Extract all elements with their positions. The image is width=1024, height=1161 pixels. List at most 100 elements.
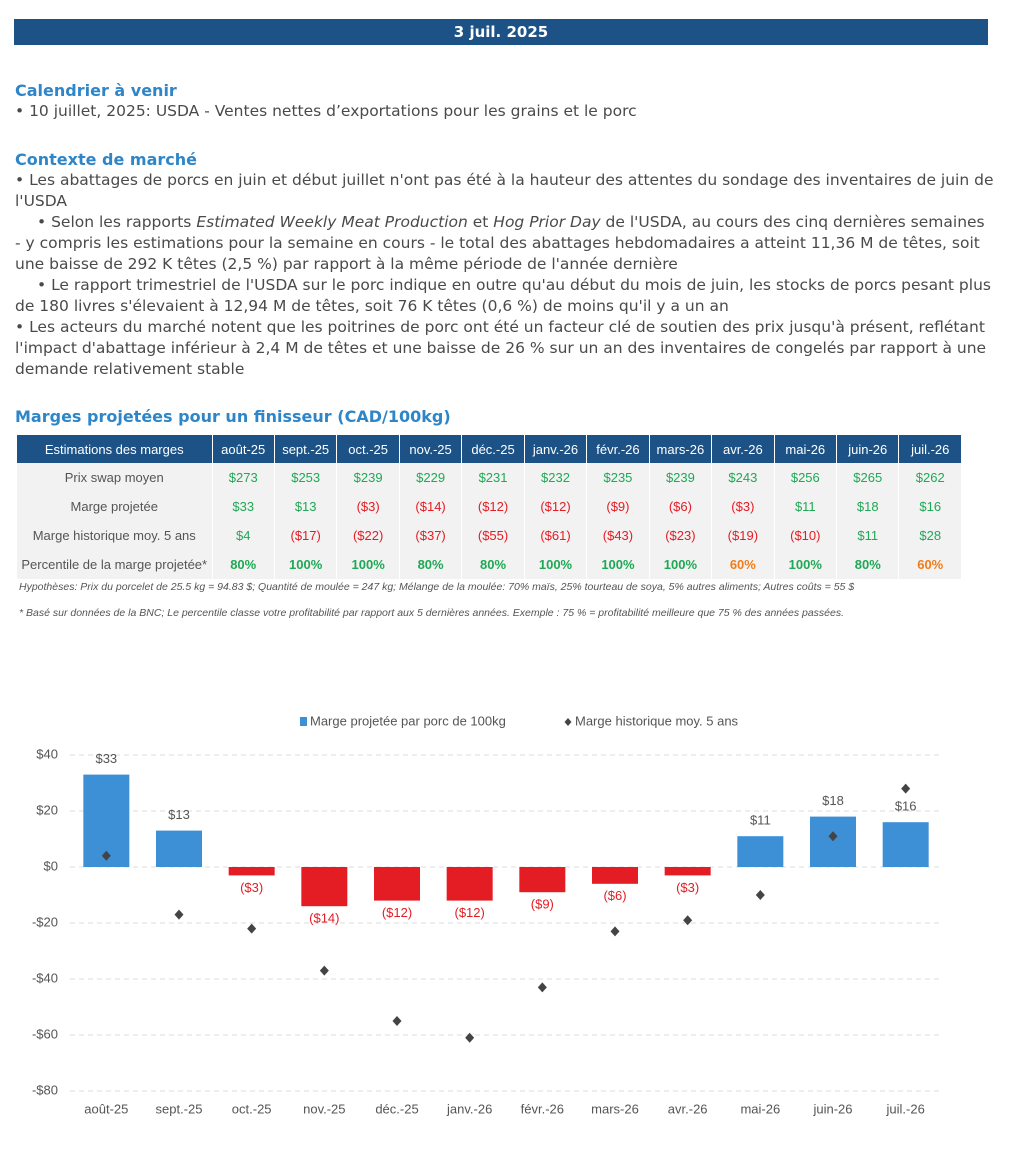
y-tick-label: -$20 — [32, 914, 58, 929]
date-banner: 3 juil. 2025 — [14, 19, 988, 45]
bar — [156, 830, 202, 867]
cell: 100% — [586, 550, 650, 579]
header-cell: déc.-25 — [461, 435, 525, 463]
calendar: Calendrier à venir • 10 juillet, 2025: U… — [15, 80, 995, 122]
x-tick-label: mars-26 — [591, 1101, 639, 1116]
chart: -$80 -$60 -$40 -$20 $0 $20 $40 août-25 sept.-25 o… — [32, 713, 942, 1116]
x-tick-label: déc.-25 — [375, 1101, 418, 1116]
x-tick-label: mai-26 — [740, 1101, 780, 1116]
cell: $229 — [399, 463, 463, 492]
section-title: Calendrier à venir — [15, 81, 177, 100]
header-cell: janv.-26 — [524, 435, 588, 463]
text: de l'USDA, au cours des cinq dernières s… — [15, 213, 985, 273]
header-row: Estimations des marges août-25 sept.-25 oct… — [17, 435, 962, 463]
marker — [174, 909, 184, 920]
x-tick-label: avr.-26 — [668, 1101, 708, 1116]
legend-label: Marge historique moy. 5 ans — [575, 713, 739, 728]
cell: ($3) — [711, 492, 775, 521]
header-cell: juin-26 — [836, 435, 900, 463]
cell: $239 — [336, 463, 400, 492]
text: Estimated Weekly Meat Production — [196, 213, 468, 231]
legend-swatch — [564, 718, 572, 726]
cell: 80% — [399, 550, 463, 579]
bar — [592, 867, 638, 884]
header-cell: juil.-26 — [898, 435, 962, 463]
x-tick-label: oct.-25 — [232, 1101, 272, 1116]
marker — [683, 915, 693, 926]
paragraph: • Les abattages de porcs en juin et débu… — [15, 170, 995, 212]
cell: ($3) — [336, 492, 400, 521]
cell: ($19) — [711, 521, 775, 550]
cell: 100% — [274, 550, 338, 579]
header-cell: oct.-25 — [336, 435, 400, 463]
x-tick-label: août-25 — [84, 1101, 128, 1116]
data-label: ($14) — [309, 911, 339, 926]
cell: $265 — [836, 463, 900, 492]
bar — [228, 867, 275, 876]
cell: ($61) — [524, 521, 588, 550]
y-tick-label: $0 — [44, 858, 58, 873]
data-label: $13 — [168, 807, 190, 822]
header-cell: mai-26 — [774, 435, 838, 463]
x-tick-label: juin-26 — [812, 1101, 852, 1116]
bar — [519, 867, 566, 893]
x-tick-label: nov.-25 — [303, 1101, 345, 1116]
y-tick-label: $40 — [36, 746, 58, 761]
text: et — [467, 213, 494, 231]
bar — [810, 816, 856, 867]
note: * Basé sur données de la BNC; Le percent… — [19, 607, 845, 619]
bar — [737, 836, 784, 867]
marker — [901, 783, 911, 794]
cell: $11 — [774, 492, 838, 521]
header-cell: nov.-25 — [399, 435, 463, 463]
data-label: $18 — [822, 793, 844, 808]
paragraph: • Les acteurs du marché notent que les p… — [15, 317, 995, 380]
cell: $256 — [774, 463, 838, 492]
cell: ($9) — [586, 492, 650, 521]
paragraph: • Selon les rapports Estimated Weekly Me… — [15, 212, 995, 275]
data-label: $33 — [95, 751, 117, 766]
data-label: ($12) — [382, 905, 412, 920]
cell: $16 — [898, 492, 962, 521]
cell: ($17) — [274, 521, 338, 550]
cell: ($14) — [399, 492, 463, 521]
margin-table: Estimations des marges août-25 sept.-25 oct… — [17, 435, 962, 579]
marker — [319, 965, 329, 976]
cell: $262 — [898, 463, 962, 492]
data-label: ($3) — [676, 880, 699, 895]
cell: $273 — [212, 463, 275, 492]
header-cell: août-25 — [212, 435, 275, 463]
row: Prix swap moyen $273 $253 $239 $229 $231 $232 $… — [17, 463, 962, 492]
marker — [610, 926, 620, 937]
marker — [537, 982, 547, 993]
cell: 80% — [212, 550, 275, 579]
cell: Percentile de la marge projetée* — [17, 550, 213, 579]
header-cell: sept.-25 — [274, 435, 338, 463]
section-title: Contexte de marché — [15, 150, 197, 169]
x-tick-label: sept.-25 — [156, 1101, 203, 1116]
marker — [392, 1016, 402, 1026]
marker — [101, 850, 111, 861]
marker — [828, 831, 838, 842]
cell: $18 — [836, 492, 900, 521]
bar — [446, 867, 493, 901]
bar — [664, 867, 711, 876]
legend-swatch — [300, 717, 307, 726]
cell: $33 — [212, 492, 275, 521]
text: • Selon les rapports — [37, 213, 197, 231]
y-tick-label: -$80 — [32, 1082, 58, 1097]
cell: $231 — [461, 463, 525, 492]
data-label: ($3) — [240, 880, 263, 895]
section-title: Marges projetées pour un finisseur (CAD/… — [15, 407, 451, 426]
marker — [755, 890, 765, 900]
cell: $243 — [711, 463, 775, 492]
text: • Les abattages de porcs en juin et débu… — [15, 171, 994, 210]
marker — [465, 1032, 475, 1043]
cell: 100% — [336, 550, 400, 579]
marker — [247, 923, 257, 934]
y-tick-label: -$40 — [32, 970, 58, 985]
paragraph: • Le rapport trimestriel de l'USDA sur l… — [15, 275, 995, 317]
data-label: $11 — [750, 813, 771, 828]
calendar-item: • 10 juillet, 2025: USDA - Ventes nettes… — [15, 102, 637, 120]
